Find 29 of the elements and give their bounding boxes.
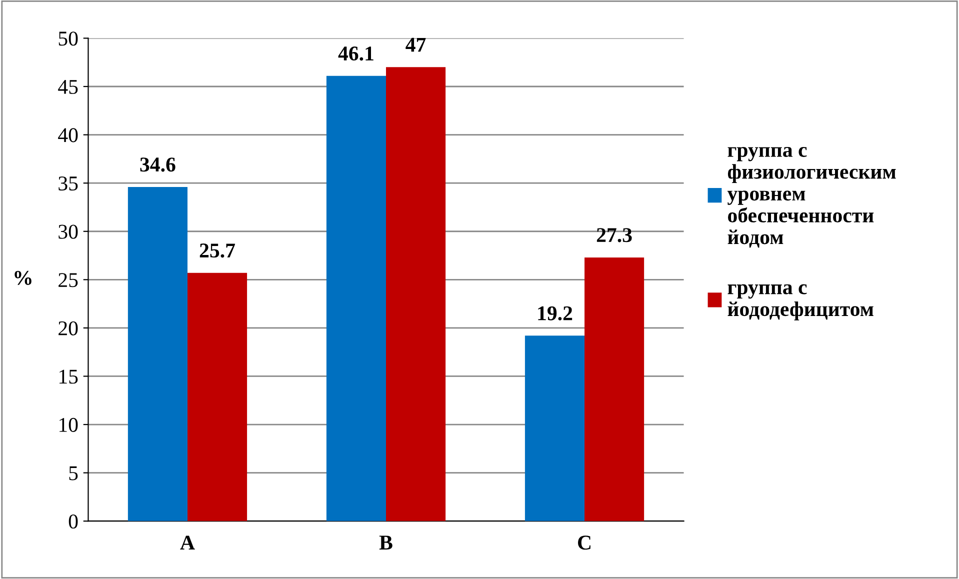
y-tick-label: 25 <box>58 273 78 288</box>
data-label: 19.2 <box>538 306 572 320</box>
data-label: 25.7 <box>200 244 235 258</box>
x-tick-label: B <box>379 536 392 550</box>
y-tick-label: 50 <box>58 32 78 46</box>
data-label: 46.1 <box>338 46 374 61</box>
y-tick-label: 15 <box>60 370 78 384</box>
bar <box>128 186 188 522</box>
x-tick-label: C <box>578 536 590 550</box>
y-tick-label: 45 <box>58 80 78 94</box>
bar <box>584 257 644 522</box>
bar <box>326 76 386 522</box>
x-tick-label: A <box>180 536 195 550</box>
y-tick-label: 10 <box>60 418 78 432</box>
legend-label: группа с йододефицитом <box>728 284 874 320</box>
y-tick-label: 35 <box>58 176 78 191</box>
data-label: 47 <box>406 38 426 52</box>
data-label: 34.6 <box>140 158 176 172</box>
y-tick-label: 20 <box>58 321 78 336</box>
y-tick-label: 40 <box>58 128 78 142</box>
bar <box>386 67 446 522</box>
legend-label: группа с физиологическим уровнем обеспеченности йодом <box>727 146 896 248</box>
y-tick-label: 30 <box>58 224 78 239</box>
y-tick-label: 0 <box>68 514 78 529</box>
data-label: 27.3 <box>596 228 632 242</box>
bar <box>187 272 248 522</box>
bar <box>524 336 585 522</box>
y-tick-label: 5 <box>69 466 78 480</box>
y-axis-title: % <box>14 270 32 285</box>
